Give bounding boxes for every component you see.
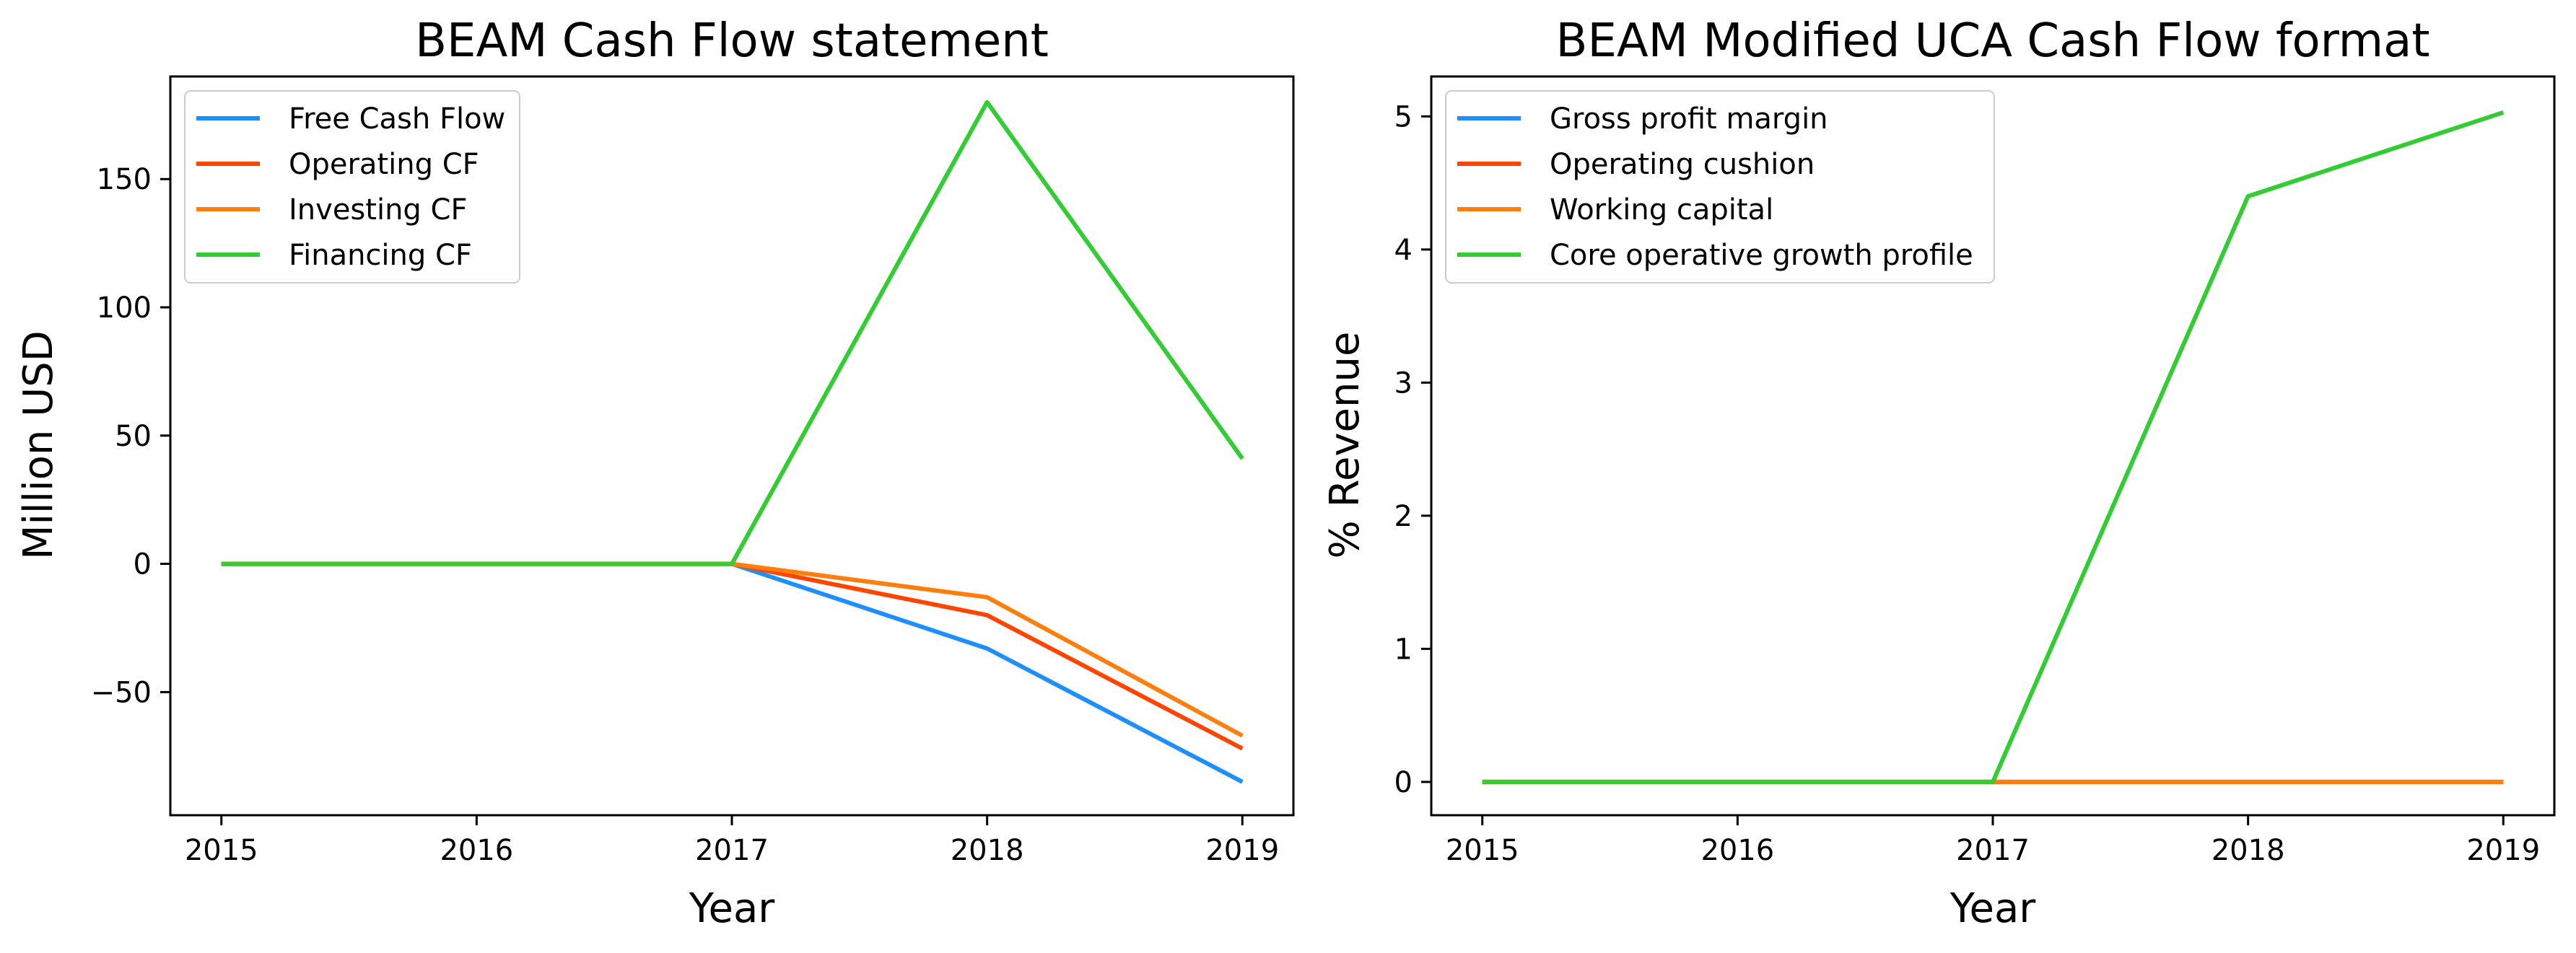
series-lines <box>221 100 1244 784</box>
y-tick-label: 1 <box>1394 633 1413 666</box>
y-tick-label: −50 <box>91 676 152 709</box>
y-tick-label: 150 <box>97 163 152 196</box>
legend-label: Gross profit margin <box>1550 102 1828 136</box>
y-axis-label: % Revenue <box>1322 332 1368 559</box>
series-line <box>1482 110 2505 784</box>
x-axis-label: Year <box>689 885 776 932</box>
y-tick-label: 100 <box>97 291 152 325</box>
x-ticks: 2015 2016 2017 2018 2019 <box>1446 815 2540 867</box>
legend-label: Core operative growth profile <box>1550 239 1973 272</box>
x-ticks: 2015 2016 2017 2018 2019 <box>185 815 1279 867</box>
x-tick-label: 2017 <box>1956 834 2030 867</box>
x-tick-label: 2019 <box>1205 834 1279 867</box>
x-axis-label: Year <box>1950 885 2037 932</box>
y-tick-label: 50 <box>115 420 152 453</box>
x-tick-label: 2018 <box>951 834 1024 867</box>
series-line <box>221 561 1244 784</box>
series-line <box>221 561 1244 738</box>
cash-flow-statement-chart: BEAM Cash Flow statement Year Million US… <box>15 14 1295 932</box>
legend-box <box>1445 90 1995 284</box>
y-tick-label: 3 <box>1394 366 1413 400</box>
chart-title: BEAM Cash Flow statement <box>415 14 1049 68</box>
y-ticks: 0 1 2 3 4 5 <box>1394 100 1431 799</box>
y-tick-label: 0 <box>1394 766 1413 799</box>
y-tick-label: 5 <box>1394 100 1413 133</box>
chart-title: BEAM Modified UCA Cash Flow format <box>1556 14 2430 68</box>
legend-label: Operating cushion <box>1550 148 1815 181</box>
y-tick-label: 0 <box>134 548 152 581</box>
x-tick-label: 2016 <box>440 834 513 867</box>
legend: Gross profit margin Operating cushion Work… <box>1445 90 1995 284</box>
series-lines <box>1482 110 2505 784</box>
x-tick-label: 2015 <box>185 834 258 867</box>
y-tick-label: 2 <box>1394 500 1413 533</box>
series-line <box>221 100 1244 566</box>
legend-label: Investing CF <box>289 193 467 227</box>
x-tick-label: 2017 <box>695 834 769 867</box>
legend-label: Financing CF <box>289 239 472 272</box>
legend-label: Working capital <box>1550 193 1773 227</box>
uca-cash-flow-format-chart: BEAM Modified UCA Cash Flow format Year … <box>1322 14 2556 932</box>
y-tick-label: 4 <box>1394 234 1413 267</box>
y-axis-label: Million USD <box>15 330 62 560</box>
legend-label: Operating CF <box>289 148 479 181</box>
x-tick-label: 2015 <box>1446 834 1519 867</box>
x-tick-label: 2018 <box>2212 834 2285 867</box>
legend: Free Cash Flow Operating CF Investing CF Fi… <box>184 90 520 284</box>
y-ticks: −50 0 50 100 150 <box>91 163 170 709</box>
legend-label: Free Cash Flow <box>289 102 505 136</box>
x-tick-label: 2019 <box>2466 834 2540 867</box>
series-line <box>221 561 1244 751</box>
x-tick-label: 2016 <box>1700 834 1774 867</box>
legend-box <box>184 90 520 284</box>
